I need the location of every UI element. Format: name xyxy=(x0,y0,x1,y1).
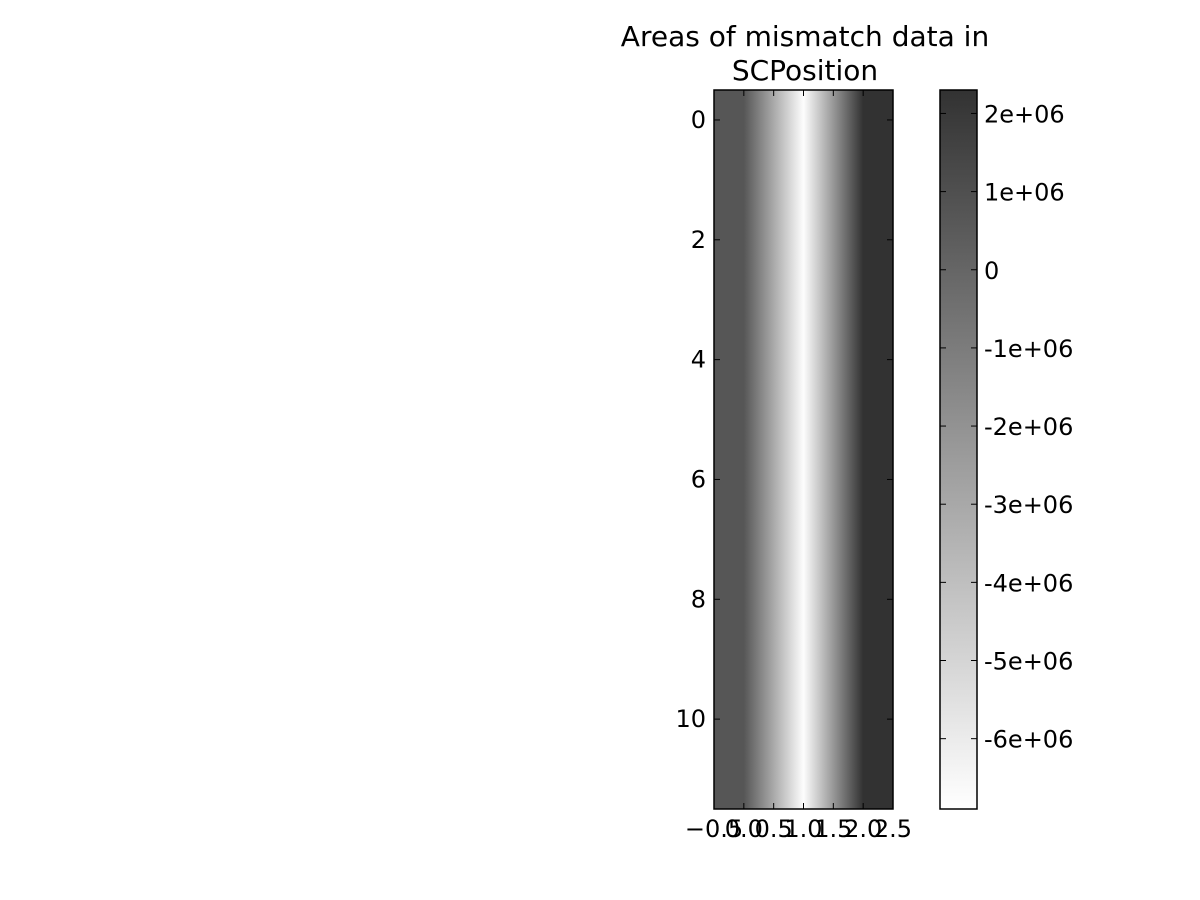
heatmap-frame xyxy=(713,89,894,810)
colorbar-tick-label: 1e+06 xyxy=(984,179,1065,207)
x-tick-label: 1.0 xyxy=(784,815,822,843)
y-tick-label: 0 xyxy=(691,106,706,134)
chart-title-line-1: Areas of mismatch data in xyxy=(621,20,989,53)
x-tick-label: 0.5 xyxy=(755,815,793,843)
colorbar-ticks xyxy=(940,112,977,740)
x-tick-label: 2.5 xyxy=(874,815,912,843)
y-tick-label: 8 xyxy=(691,585,706,613)
colorbar-tick-label: 2e+06 xyxy=(984,100,1065,128)
y-tick-labels: 0 2 4 6 8 10 xyxy=(675,106,706,733)
colorbar-tick-label: -6e+06 xyxy=(984,726,1073,754)
colorbar-frame xyxy=(939,89,978,810)
colorbar: 2e+06 1e+06 0 -1e+06 -2e+06 -3e+06 -4e+06 -5e+0… xyxy=(939,89,1073,810)
x-tick-label: 2.0 xyxy=(844,815,882,843)
chart-title: Areas of mismatch data in SCPosition xyxy=(621,20,989,87)
x-tick-label: −0.5 xyxy=(685,815,743,843)
colorbar-tick-labels: 2e+06 1e+06 0 -1e+06 -2e+06 -3e+06 -4e+06 -5e+0… xyxy=(984,100,1073,753)
chart-title-line-2: SCPosition xyxy=(732,54,878,87)
heatmap-image xyxy=(714,90,893,809)
heatmap-axes: −0.50.00.51.01.52.02.5 0 2 4 6 8 10 xyxy=(675,89,912,843)
y-tick-label: 2 xyxy=(691,226,706,254)
colorbar-fill xyxy=(940,90,977,809)
colorbar-tick-label: -1e+06 xyxy=(984,335,1073,363)
colorbar-tick-label: -4e+06 xyxy=(984,569,1073,597)
x-tick-label: 1.5 xyxy=(814,815,852,843)
colorbar-tick-label: -3e+06 xyxy=(984,491,1073,519)
colorbar-tick-label: -5e+06 xyxy=(984,648,1073,676)
x-tick-label: 0.0 xyxy=(725,815,763,843)
y-tick-label: 6 xyxy=(691,465,706,493)
colorbar-tick-label: -2e+06 xyxy=(984,413,1073,441)
y-tick-label: 10 xyxy=(675,705,706,733)
y-tick-label: 4 xyxy=(691,346,706,374)
x-tick-labels: −0.50.00.51.01.52.02.5 xyxy=(685,815,912,843)
colorbar-tick-label: 0 xyxy=(984,257,999,285)
